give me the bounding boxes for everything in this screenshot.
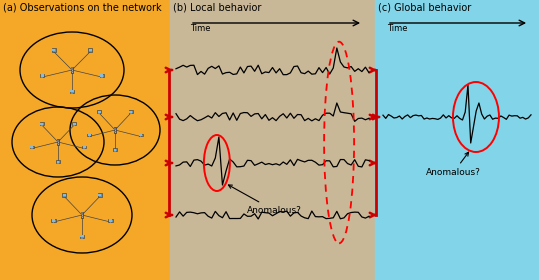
Bar <box>108 219 113 222</box>
Text: (b) Local behavior: (b) Local behavior <box>173 3 261 13</box>
Bar <box>52 49 56 51</box>
Bar <box>51 219 56 222</box>
Bar <box>31 148 32 149</box>
Text: (a) Observations on the network: (a) Observations on the network <box>3 3 162 13</box>
Bar <box>89 49 92 51</box>
Bar <box>57 163 59 164</box>
Bar <box>88 48 93 52</box>
Bar <box>0 0 170 280</box>
Bar <box>71 71 73 72</box>
Text: Anomalous?: Anomalous? <box>229 185 302 215</box>
Bar <box>88 134 91 136</box>
Bar <box>80 235 84 237</box>
Bar <box>98 193 102 197</box>
Text: Anomalous?: Anomalous? <box>426 152 481 177</box>
Bar <box>71 90 74 92</box>
Bar <box>73 123 75 125</box>
Bar <box>72 122 76 125</box>
Bar <box>41 74 44 76</box>
Bar <box>71 67 73 73</box>
Bar <box>52 220 55 221</box>
Bar <box>114 128 115 129</box>
Bar <box>42 77 43 78</box>
Bar <box>114 151 116 152</box>
Bar <box>52 48 56 52</box>
Bar <box>98 111 101 113</box>
Bar <box>41 125 43 126</box>
Bar <box>129 110 133 113</box>
Bar <box>71 69 73 70</box>
Bar <box>130 113 132 114</box>
Bar <box>81 238 83 239</box>
Bar <box>81 214 82 215</box>
Text: Time: Time <box>387 24 407 33</box>
Bar <box>139 134 143 136</box>
Bar <box>70 90 74 93</box>
Bar <box>97 110 101 113</box>
Text: (c) Global behavior: (c) Global behavior <box>378 3 471 13</box>
Bar <box>58 140 59 141</box>
Bar <box>129 111 132 113</box>
Bar <box>53 222 54 223</box>
Bar <box>57 139 59 144</box>
Bar <box>84 148 85 149</box>
Bar <box>98 113 100 114</box>
Bar <box>30 146 33 148</box>
Bar <box>58 141 59 142</box>
Bar <box>63 193 66 197</box>
Bar <box>63 194 66 196</box>
Bar <box>101 77 102 78</box>
Bar <box>71 93 73 94</box>
Bar <box>71 67 73 69</box>
Bar <box>140 136 141 137</box>
Bar <box>40 122 44 125</box>
Bar <box>56 160 60 163</box>
Bar <box>81 212 83 218</box>
Bar <box>110 222 112 223</box>
Bar <box>100 74 104 77</box>
Bar <box>114 130 115 132</box>
Bar <box>113 148 117 151</box>
Bar <box>82 146 86 148</box>
Bar <box>80 235 84 238</box>
Bar <box>87 134 91 136</box>
Bar <box>170 0 375 280</box>
Bar <box>109 220 112 221</box>
Text: Time: Time <box>190 24 211 33</box>
Bar <box>100 74 103 76</box>
Bar <box>73 125 75 126</box>
Bar <box>57 161 59 162</box>
Bar <box>81 216 82 217</box>
Bar <box>81 213 82 214</box>
Bar <box>40 123 43 125</box>
Bar <box>114 149 116 151</box>
Bar <box>114 129 115 130</box>
Bar <box>375 0 539 280</box>
Bar <box>83 146 86 148</box>
Bar <box>40 74 44 77</box>
Bar <box>30 146 33 148</box>
Bar <box>88 136 90 137</box>
Bar <box>98 194 101 196</box>
Bar <box>58 143 59 144</box>
Bar <box>114 127 116 133</box>
Bar <box>139 134 142 136</box>
